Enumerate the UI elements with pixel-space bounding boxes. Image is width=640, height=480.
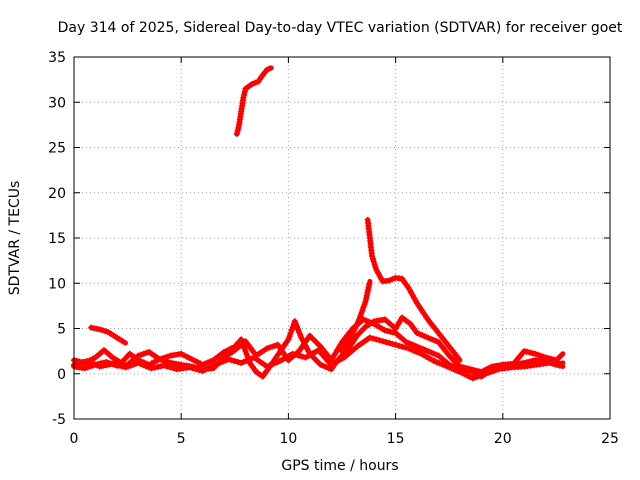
data-point [241,345,248,352]
data-point [553,361,560,368]
data-point [395,342,402,349]
data-point [266,65,273,72]
data-point [366,334,373,341]
chart-title: Day 314 of 2025, Sidereal Day-to-day VTE… [58,20,623,36]
data-point [190,365,196,372]
data-point [80,359,87,365]
data-point [119,363,126,370]
data-point [379,338,386,345]
data-point [186,364,193,371]
data-point [357,313,364,320]
data-point [386,277,393,284]
data-point [288,327,295,334]
data-point [299,353,306,360]
data-point [112,361,119,368]
data-point [238,336,245,343]
data-point [119,338,126,345]
data-point [366,281,373,288]
data-point [360,304,367,311]
y-tick-label: 20 [48,186,66,202]
data-point [373,336,380,343]
data-point [242,348,249,355]
data-point [389,340,396,347]
data-point [231,358,238,365]
data-point [371,261,378,268]
data-point [167,364,174,371]
data-point [547,359,553,366]
data-point [240,342,247,349]
y-tick-label: 5 [57,322,66,338]
x-tick-label: 10 [279,431,297,447]
data-point [96,326,103,333]
series-peak-arc [364,216,463,363]
data-point [235,359,241,365]
data-point [249,81,255,88]
x-tick-label: 15 [387,431,405,447]
grid [74,57,610,419]
data-point [252,79,259,86]
data-point [289,350,296,357]
data-point [557,353,564,359]
data-point [170,365,177,372]
data-point [77,359,84,366]
data-point [109,360,116,367]
data-point [402,344,409,351]
data-point [358,310,365,317]
series-early-arc [88,324,128,346]
data-point [233,130,240,137]
data-point [239,339,246,346]
x-axis-label: GPS time / hours [281,458,398,474]
y-axis-label: SDTVAR / TECUs [7,181,23,296]
data-point [376,337,383,344]
data-point [399,343,405,350]
data-point [297,331,304,338]
data-point [296,352,303,359]
series-band-c [71,334,566,382]
data-point [455,354,462,361]
data-point [361,301,368,308]
data-point [225,356,232,363]
y-tick-label: -5 [52,412,66,428]
data-point [556,362,563,369]
data-point [74,360,81,367]
data-point [287,330,294,337]
y-tick-label: 35 [48,50,66,66]
data-point [228,357,235,364]
x-tick-label: 0 [70,431,79,447]
data-point [116,362,122,369]
data-point [550,360,557,367]
data-point [359,307,366,314]
series-rise-arc [339,278,373,355]
data-point [286,333,293,340]
data-point [285,336,292,343]
data-series [71,65,566,382]
data-point [193,366,200,373]
x-tick-label: 5 [177,431,186,447]
x-tick-label: 20 [494,431,512,447]
x-tick-label: 25 [601,431,619,447]
data-point [243,351,250,358]
data-point [99,327,106,334]
y-tick-label: 30 [48,95,66,111]
data-point [392,341,399,348]
data-point [102,328,109,335]
data-point [389,276,396,283]
data-point [161,362,167,369]
y-tick-label: 10 [48,276,66,292]
series-high-arc [233,65,274,137]
y-tick-label: 0 [57,367,66,383]
y-tick-label: 25 [48,141,66,157]
y-tick-label: 15 [48,231,66,247]
data-point [383,339,389,346]
data-point [196,367,203,374]
data-point [164,363,171,370]
data-point [370,335,377,342]
data-point [386,340,393,346]
data-point [292,351,299,358]
